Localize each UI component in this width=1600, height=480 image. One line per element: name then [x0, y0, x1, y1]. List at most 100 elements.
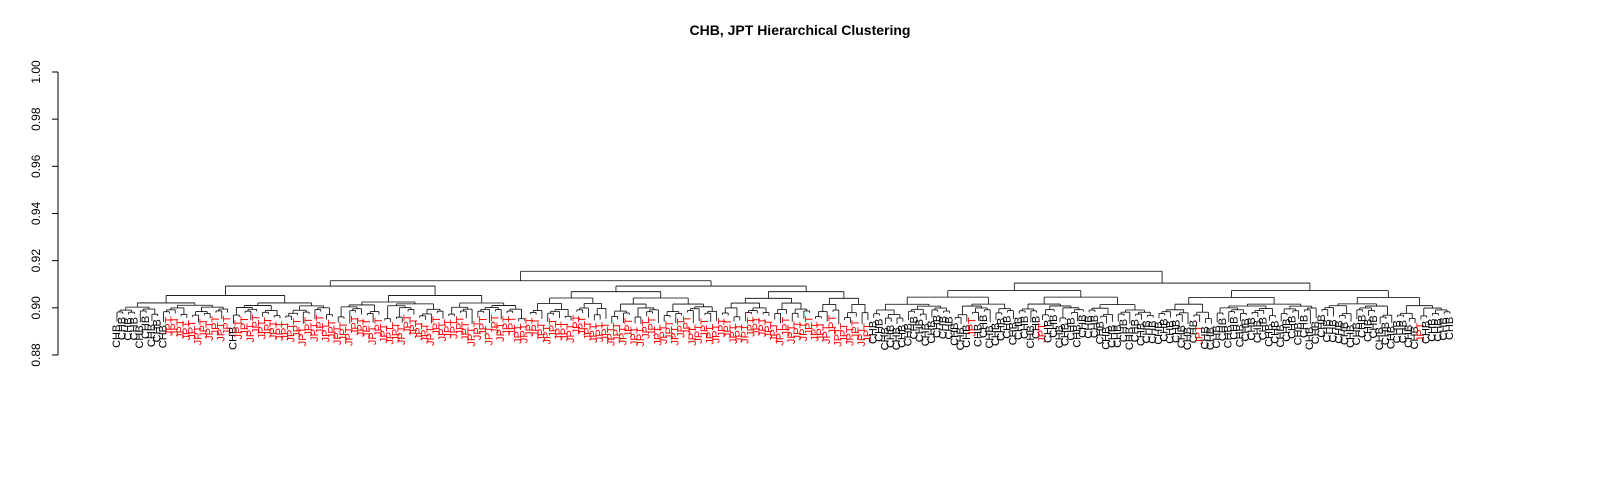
leaf-label: CHB — [1130, 319, 1142, 342]
leaf-label: CHB — [1263, 324, 1275, 347]
y-tick-label: 0.88 — [29, 343, 43, 367]
leaf-label: CHB — [1229, 317, 1241, 340]
leaf-label: JPT — [687, 326, 699, 346]
leaf-label: JPT — [262, 317, 274, 337]
leaf-label: JPT — [547, 318, 559, 338]
leaf-label: CHB — [140, 316, 152, 339]
leaf-label: JPT — [483, 326, 495, 346]
leaf-label: CHB — [146, 324, 158, 347]
leaf-label: JPT — [722, 318, 734, 338]
leaf-label: JPT — [792, 321, 804, 341]
leaf-label: CHB — [1362, 319, 1374, 342]
leaf-label: CHB — [1042, 320, 1054, 343]
leaf-label: CHB — [1380, 322, 1392, 345]
leaf-label: JPT — [617, 326, 629, 346]
leaf-label: JPT — [431, 316, 443, 336]
leaf-label: CHB — [227, 327, 239, 350]
leaf-label: CHB — [1188, 320, 1200, 343]
leaf-label: JPT — [1194, 325, 1206, 345]
leaf-label: JPT — [635, 327, 647, 347]
leaf-label: CHB — [932, 315, 944, 338]
leaf-label: CHB — [1293, 322, 1305, 345]
leaf-label: CHB — [1432, 318, 1444, 341]
leaf-label: CHB — [1066, 317, 1078, 340]
leaf-label: JPT — [449, 319, 461, 339]
leaf-label: JPT — [268, 320, 280, 340]
leaf-label: CHB — [1339, 322, 1351, 345]
leaf-label: JPT — [518, 323, 530, 343]
leaf-label: CHB — [117, 317, 129, 340]
leaf-label: JPT — [1036, 323, 1048, 343]
leaf-label: JPT — [402, 314, 414, 334]
leaf-label: CHB — [1170, 320, 1182, 343]
leaf-label: CHB — [868, 321, 880, 344]
leaf-label: JPT — [175, 319, 187, 339]
leaf-label: JPT — [419, 323, 431, 343]
leaf-label: CHB — [1089, 315, 1101, 338]
leaf-label: CHB — [943, 316, 955, 339]
leaf-label: CHB — [879, 327, 891, 350]
leaf-label: JPT — [274, 321, 286, 341]
leaf-label: JPT — [466, 327, 478, 347]
leaf-label: CHB — [1386, 326, 1398, 349]
leaf-label: JPT — [780, 317, 792, 337]
leaf-label: JPT — [844, 326, 856, 346]
leaf-label: JPT — [565, 323, 577, 343]
leaf-label: JPT — [291, 318, 303, 338]
leaf-label: JPT — [361, 318, 373, 338]
leaf-label: JPT — [373, 317, 385, 337]
leaf-label: JPT — [728, 324, 740, 344]
leaf-label: JPT — [705, 325, 717, 345]
leaf-label: JPT — [286, 323, 298, 343]
leaf-label: CHB — [1147, 321, 1159, 344]
leaf-label: JPT — [751, 316, 763, 336]
leaf-label: JPT — [507, 316, 519, 336]
leaf-label: CHB — [926, 320, 938, 343]
leaf-label: CHB — [1176, 325, 1188, 348]
leaf-label: CHB — [1019, 316, 1031, 339]
leaf-label: JPT — [367, 325, 379, 345]
leaf-label: JPT — [338, 322, 350, 342]
leaf-label: CHB — [891, 327, 903, 350]
leaf-label: JPT — [774, 326, 786, 346]
leaf-label: JPT — [495, 322, 507, 342]
leaf-label: JPT — [332, 325, 344, 345]
leaf-label: CHB — [1357, 315, 1369, 338]
leaf-label: JPT — [745, 317, 757, 337]
leaf-label: JPT — [326, 319, 338, 339]
leaf-label: JPT — [297, 326, 309, 346]
leaf-label: CHB — [111, 325, 123, 348]
leaf-label: JPT — [472, 320, 484, 340]
leaf-label: JPT — [309, 322, 321, 342]
leaf-label: CHB — [1071, 324, 1083, 347]
leaf-label: JPT — [320, 323, 332, 343]
leaf-label: CHB — [1298, 315, 1310, 338]
leaf-label: JPT — [786, 324, 798, 344]
chart-title: CHB, JPT Hierarchical Clustering — [690, 22, 911, 38]
leaf-label: CHB — [1002, 315, 1014, 338]
y-axis: 0.88 0.90 0.92 0.94 0.96 0.98 1.00 — [29, 60, 59, 367]
leaf-label: JPT — [425, 326, 437, 346]
leaf-label: JPT — [501, 316, 513, 336]
leaf-label: JPT — [315, 314, 327, 334]
leaf-label: JPT — [245, 323, 257, 343]
leaf-label: JPT — [478, 316, 490, 336]
leaf-label: CHB — [972, 324, 984, 347]
leaf-label: CHB — [1112, 325, 1124, 348]
leaf-label: JPT — [716, 318, 728, 338]
leaf-label: JPT — [239, 316, 251, 336]
leaf-label: JPT — [757, 317, 769, 337]
y-tick-label: 0.94 — [29, 201, 43, 225]
leaf-label: JPT — [559, 321, 571, 341]
leaf-label: JPT — [437, 321, 449, 341]
leaf-label: CHB — [961, 325, 973, 348]
leaf-label: CHB — [134, 325, 146, 348]
leaf-label: JPT — [251, 314, 263, 334]
leaf-label: CHB — [1304, 327, 1316, 350]
leaf-label: CHB — [1118, 319, 1130, 342]
leaf-label: JPT — [181, 321, 193, 341]
leaf-label: JPT — [233, 320, 245, 340]
leaf-label: CHB — [937, 316, 949, 339]
leaf-label: JPT — [222, 315, 234, 335]
